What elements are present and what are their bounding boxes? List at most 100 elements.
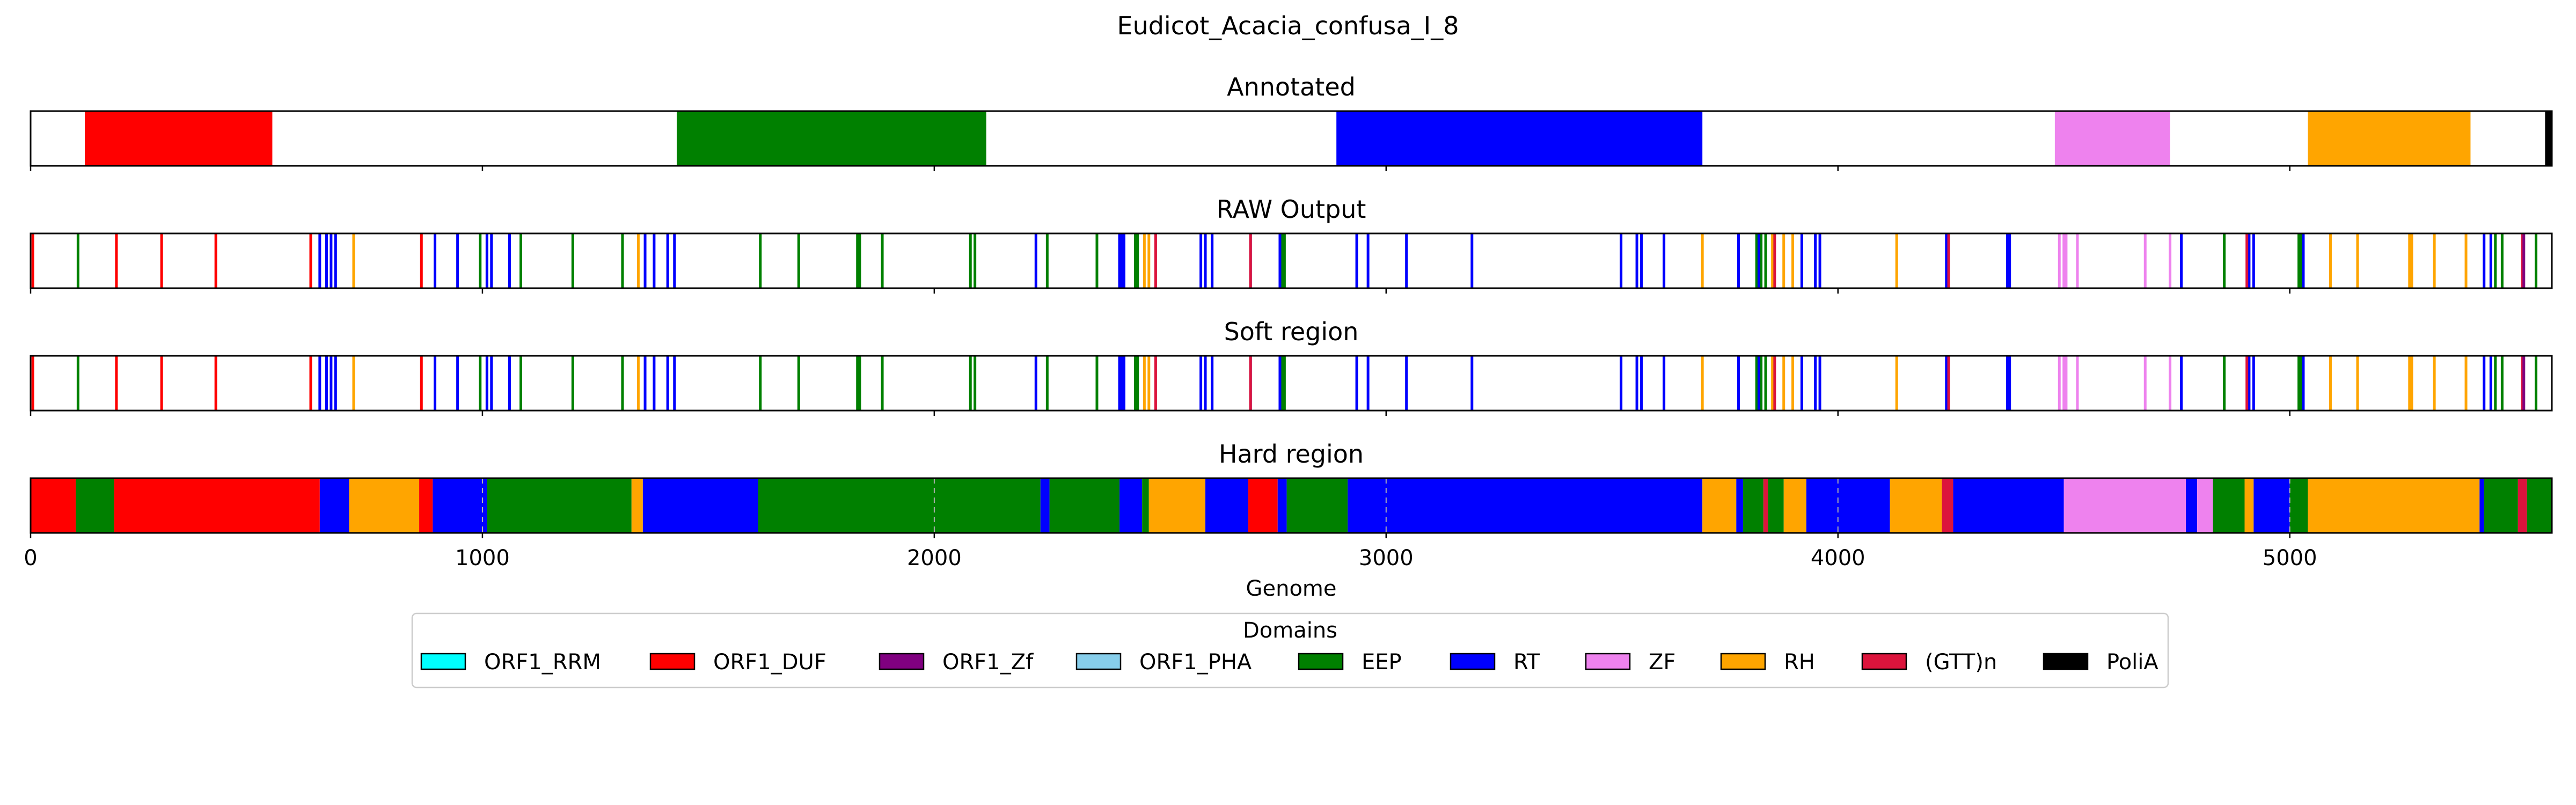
legend-swatch (879, 653, 925, 670)
segment-orf1duf (419, 478, 433, 533)
mark-rh (636, 233, 640, 288)
mark-rh (1895, 233, 1898, 288)
panel-title: RAW Output (1217, 195, 1366, 224)
mark-gttn (1773, 233, 1776, 288)
x-tick-label: 5000 (2263, 546, 2317, 570)
mark-eep (2494, 356, 2497, 411)
mark-rt (666, 233, 669, 288)
mark-rt (643, 356, 647, 411)
legend-swatch (1450, 653, 1496, 670)
mark-rt (1211, 356, 1214, 411)
legend-entry-polia: PoliA (2043, 650, 2158, 675)
mark-rt (1814, 233, 1817, 288)
segment-rt (1119, 478, 1143, 533)
mark-rt (456, 356, 459, 411)
mark-rt (434, 233, 437, 288)
mark-eep (571, 356, 574, 411)
mark-rt (485, 233, 488, 288)
legend-swatch (420, 653, 466, 670)
mark-rt (2489, 356, 2492, 411)
mark-rt (1818, 233, 1821, 288)
mark-rt (1800, 233, 1803, 288)
segment-eep (2289, 478, 2308, 533)
mark-rt (334, 233, 337, 288)
legend-swatch (1298, 653, 1344, 670)
mark-eep (1280, 233, 1284, 288)
mark-rt (1620, 356, 1623, 411)
panel-annotated: Annotated (30, 72, 2553, 171)
mark-rt (1366, 356, 1370, 411)
mark-rh (1771, 233, 1774, 288)
mark-rt (2248, 356, 2251, 411)
mark-rt (434, 356, 437, 411)
mark-eep (974, 356, 977, 411)
mark-zf (2076, 233, 2079, 288)
mark-eep (1136, 356, 1139, 411)
mark-rt (2180, 233, 2183, 288)
panel-soft-region: Soft region (30, 317, 2553, 416)
segment-orf1duf (114, 478, 320, 533)
mark-rh (2464, 233, 2468, 288)
legend-label: ZF (1649, 650, 1675, 675)
mark-rt (1757, 233, 1760, 288)
mark-eep (621, 356, 624, 411)
mark-eep (479, 356, 482, 411)
mark-zf (2169, 356, 2172, 411)
legend-entry-orf1rrm: ORF1_RRM (420, 650, 601, 675)
mark-rh (1782, 356, 1785, 411)
mark-rh (1701, 233, 1704, 288)
mark-rt (1120, 356, 1123, 411)
mark-rt (1800, 356, 1803, 411)
mark-zf (2062, 233, 2066, 288)
legend-entry-gttn: (GTT)n (1861, 650, 1997, 675)
mark-gttn (2521, 356, 2524, 411)
mark-eep (76, 356, 79, 411)
mark-zf (2143, 233, 2147, 288)
mark-orf1duf (115, 233, 118, 288)
segment-rt (1040, 478, 1050, 533)
mark-rt (1470, 233, 1474, 288)
segment-zf (2197, 478, 2213, 533)
segment-rt (1205, 478, 1249, 533)
mark-rt (1405, 233, 1408, 288)
mark-eep (2535, 233, 2538, 288)
mark-rt (1640, 356, 1643, 411)
mark-gttn (1249, 233, 1252, 288)
mark-orf1duf (214, 233, 217, 288)
segment-eep (2213, 478, 2245, 533)
legend-label: ORF1_PHA (1139, 650, 1252, 675)
mark-rt (508, 356, 511, 411)
mark-eep (1095, 356, 1099, 411)
mark-eep (1760, 233, 1763, 288)
segment-eep (1286, 478, 1348, 533)
mark-eep (2223, 356, 2226, 411)
mark-rt (643, 233, 647, 288)
mark-eep (76, 233, 79, 288)
segment-orf1duf (31, 478, 76, 533)
segment-rt (1953, 478, 2064, 533)
mark-rt (2248, 233, 2251, 288)
mark-rt (1278, 356, 1282, 411)
legend-label: EEP (1362, 650, 1402, 675)
mark-eep (2535, 356, 2538, 411)
panel-frame (30, 232, 2553, 289)
mark-rt (2008, 233, 2011, 288)
legend-title: Domains (1243, 618, 1337, 643)
mark-rh (1147, 356, 1151, 411)
mark-rt (1034, 233, 1037, 288)
mark-rh (2356, 233, 2359, 288)
x-tick-label: 0 (24, 546, 37, 570)
segment-rt (1348, 478, 1703, 533)
legend-label: ORF1_DUF (713, 650, 826, 675)
legend-entry-orf1duf: ORF1_DUF (649, 650, 826, 675)
segment-eep (2527, 478, 2552, 533)
segment-rh (1783, 478, 1806, 533)
mark-eep (2297, 356, 2301, 411)
mark-rt (1355, 233, 1358, 288)
mark-eep (1283, 356, 1286, 411)
mark-rt (485, 356, 488, 411)
mark-rt (334, 356, 337, 411)
segment-eep (487, 478, 632, 533)
segment-rt (642, 478, 758, 533)
mark-rt (1122, 233, 1125, 288)
